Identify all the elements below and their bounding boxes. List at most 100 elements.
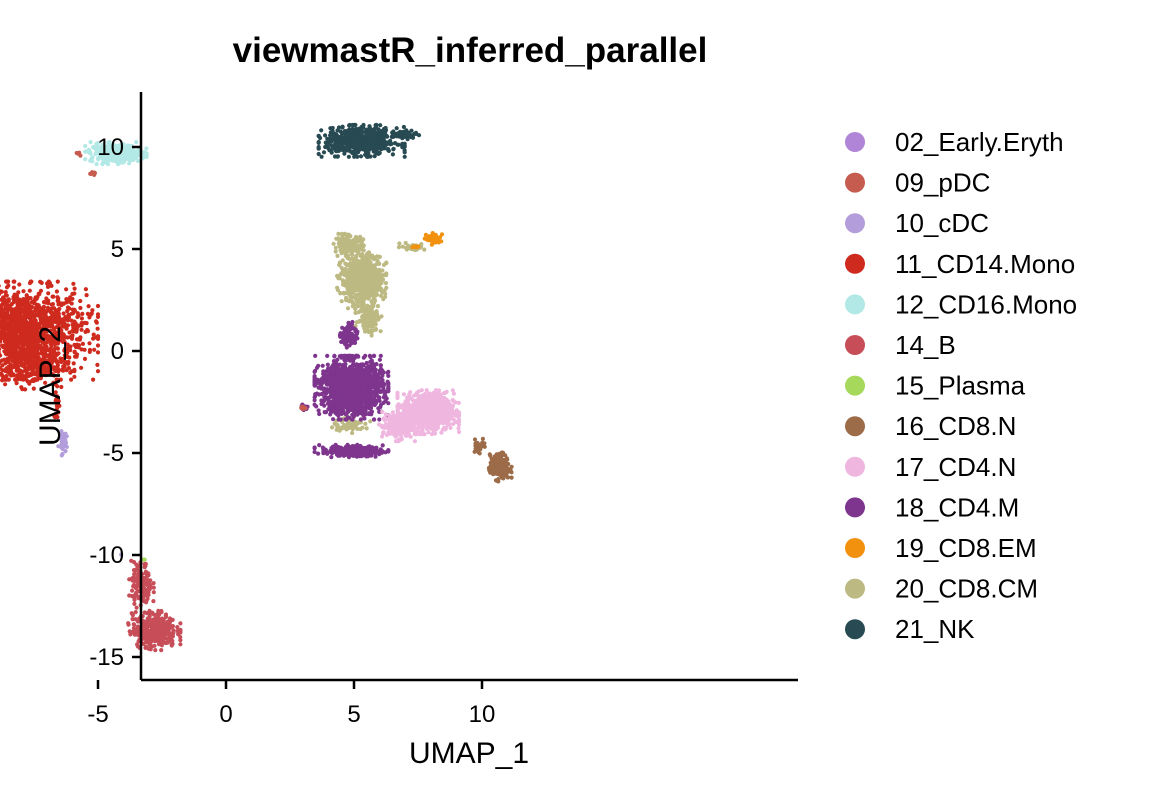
point: [9, 369, 14, 374]
point: [35, 328, 40, 333]
point: [358, 234, 363, 239]
point: [11, 310, 17, 315]
point: [342, 129, 348, 134]
point: [0, 311, 4, 316]
point: [127, 593, 132, 598]
point: [130, 613, 135, 618]
point: [10, 355, 15, 360]
point: [372, 126, 377, 131]
point: [336, 148, 341, 153]
point: [380, 268, 385, 273]
point: [401, 124, 406, 130]
point: [365, 305, 370, 311]
point: [21, 297, 26, 302]
point: [41, 305, 46, 310]
point: [373, 327, 378, 332]
point: [348, 297, 353, 302]
point: [142, 565, 147, 570]
point: [377, 254, 382, 259]
point: [142, 610, 147, 615]
point: [14, 341, 20, 346]
point: [325, 142, 330, 147]
point: [82, 356, 88, 361]
point: [115, 162, 121, 167]
point: [100, 142, 105, 147]
point: [0, 374, 6, 379]
point: [63, 335, 68, 340]
point: [120, 160, 126, 165]
point: [25, 309, 30, 314]
point: [27, 381, 32, 386]
point: [41, 300, 47, 305]
point: [350, 430, 355, 436]
point: [79, 316, 84, 321]
point: [359, 263, 364, 268]
point: [340, 258, 345, 263]
point: [148, 621, 153, 627]
point: [11, 285, 16, 290]
point: [354, 139, 359, 144]
point: [159, 648, 164, 653]
point: [365, 265, 370, 270]
point: [134, 562, 139, 567]
point: [34, 349, 40, 354]
point: [38, 306, 43, 311]
point: [0, 336, 3, 341]
point: [61, 364, 66, 369]
point: [115, 155, 120, 160]
point: [31, 326, 36, 331]
point: [378, 293, 384, 298]
point: [375, 273, 380, 278]
point: [49, 343, 54, 348]
point: [153, 648, 158, 653]
point: [358, 154, 364, 159]
point: [156, 616, 161, 621]
point: [316, 139, 321, 145]
point: [95, 343, 101, 348]
point: [0, 371, 1, 375]
point: [383, 134, 388, 139]
point: [75, 314, 80, 320]
point: [365, 270, 370, 275]
point: [131, 576, 136, 581]
point: [1, 329, 6, 334]
point: [18, 313, 23, 318]
point: [14, 365, 19, 370]
point: [63, 359, 68, 364]
point: [369, 324, 374, 329]
point: [397, 241, 402, 246]
point: [4, 279, 9, 284]
point: [84, 293, 89, 298]
point: [439, 239, 444, 244]
point: [44, 328, 50, 333]
point: [151, 590, 156, 595]
point: [48, 328, 53, 333]
point: [152, 643, 157, 648]
point: [133, 610, 138, 615]
point: [91, 332, 96, 337]
point: [133, 152, 138, 157]
point: [344, 427, 349, 432]
cluster-10-cdc: [56, 429, 124, 557]
point: [4, 337, 9, 342]
point: [135, 579, 140, 585]
point: [33, 307, 38, 312]
point: [79, 327, 84, 332]
point: [53, 390, 58, 395]
point: [332, 421, 337, 426]
point: [61, 443, 66, 448]
point: [26, 327, 31, 332]
scatter-points: [0, 122, 514, 653]
point: [75, 311, 80, 316]
point: [92, 347, 97, 352]
point: [32, 377, 37, 382]
point: [2, 343, 7, 348]
point: [71, 361, 76, 366]
point: [344, 262, 349, 267]
point: [400, 244, 405, 249]
point: [402, 148, 407, 153]
point: [35, 325, 41, 330]
point: [378, 329, 383, 334]
point: [24, 355, 29, 360]
point: [65, 323, 71, 328]
